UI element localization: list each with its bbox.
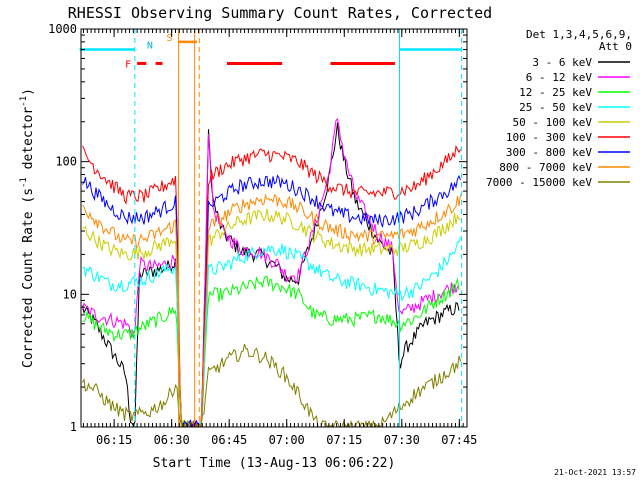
legend-label: 6 - 12 keV	[526, 71, 593, 84]
x-tick-label: 06:30	[154, 433, 190, 447]
legend: Det 1,3,4,5,6,9, Att 0 3 - 6 keV 6 - 12 k…	[486, 28, 632, 189]
series-line-6-to-12keV	[82, 118, 460, 427]
legend-label: 50 - 100 keV	[513, 116, 593, 129]
date-stamp: 21-Oct-2021 13:57	[554, 468, 636, 477]
chart-title: RHESSI Observing Summary Count Rates, Co…	[68, 4, 492, 22]
series-layer	[82, 118, 461, 427]
y-tick-label: 100	[55, 155, 77, 169]
legend-label: 800 - 7000 keV	[499, 161, 592, 174]
legend-label: 300 - 800 keV	[506, 146, 592, 159]
flag-bars: N S F	[79, 33, 462, 70]
y-axis-label: Corrected Count Rate (s-1 detector-1)	[19, 88, 36, 368]
legend-label: 25 - 50 keV	[519, 101, 592, 114]
x-tick-label: 06:15	[96, 433, 132, 447]
event-lines	[134, 29, 463, 427]
series-line-25-to-50keV	[82, 236, 461, 427]
legend-header-line2: Att 0	[599, 40, 632, 53]
x-tick-label: 07:00	[269, 433, 305, 447]
legend-header-line1: Det 1,3,4,5,6,9,	[526, 28, 632, 41]
x-tick-label: 07:15	[326, 433, 362, 447]
legend-label: 100 - 300 keV	[506, 131, 592, 144]
saa-flag-label: S	[167, 33, 173, 44]
x-tick-label: 07:45	[441, 433, 477, 447]
series-line-300-to-800keV	[82, 174, 461, 427]
series-line-100-to-300keV	[82, 144, 461, 427]
x-tick-label: 06:45	[211, 433, 247, 447]
x-axis-label: Start Time (13-Aug-13 06:06:22)	[153, 456, 396, 471]
plot-frame	[80, 28, 468, 428]
series-line-50-to-100keV	[82, 208, 461, 427]
y-tick-label: 10	[63, 287, 77, 301]
flare-flag-label: F	[125, 59, 131, 70]
legend-label: 3 - 6 keV	[532, 56, 592, 69]
series-line-800-to-7000keV	[82, 193, 461, 427]
y-tick-label: 1	[70, 420, 77, 434]
axes: 1 10 100 1000 06:15 06:30 06:45 07:00 07:15 07:30…	[48, 22, 477, 447]
legend-label: 12 - 25 keV	[519, 86, 592, 99]
legend-label: 7000 - 15000 keV	[486, 176, 592, 189]
y-tick-label: 1000	[48, 22, 77, 36]
series-line-12-to-25keV	[82, 275, 460, 427]
x-tick-label: 07:30	[384, 433, 420, 447]
series-line-7000-to-15000keV	[82, 343, 461, 427]
night-flag-label: N	[147, 41, 153, 52]
